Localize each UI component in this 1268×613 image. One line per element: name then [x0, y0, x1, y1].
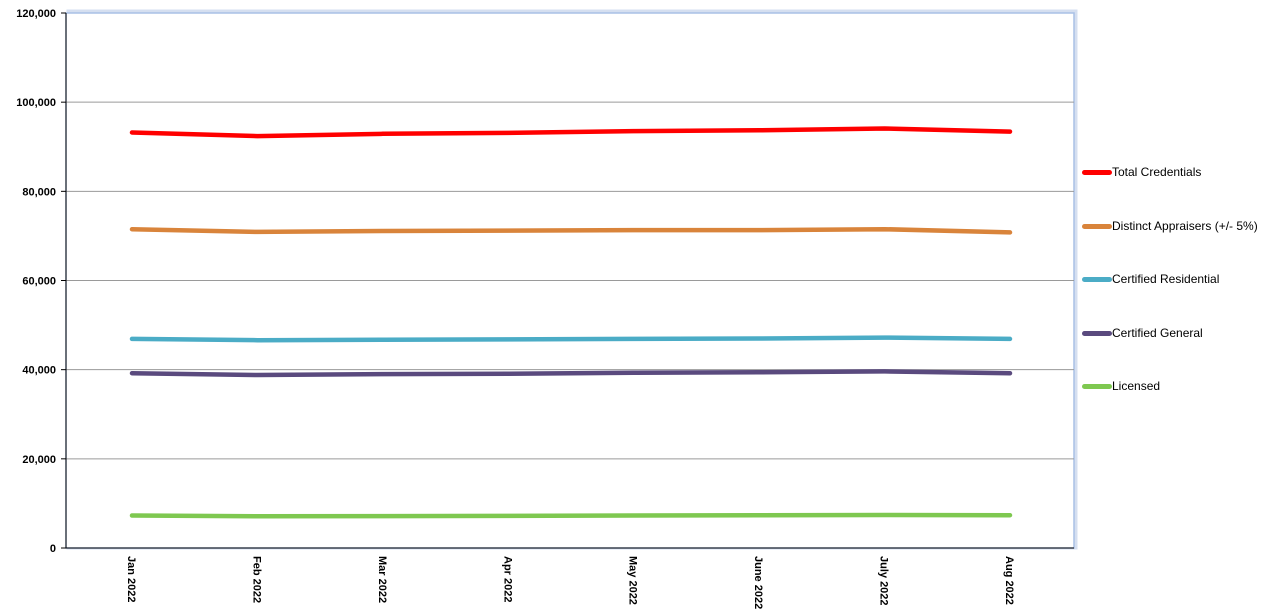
legend-swatch: [1082, 170, 1112, 175]
x-tick-label: Aug 2022: [1003, 556, 1015, 605]
legend-item-distinct-appraisers: Distinct Appraisers (+/- 5%): [1082, 219, 1268, 273]
legend-label: Total Credentials: [1112, 165, 1202, 179]
series-line-certified-general: [129, 369, 1013, 378]
y-axis: 0 20,000 40,000 60,000 80,000 100,000 120,000: [16, 8, 67, 555]
legend-swatch: [1082, 384, 1112, 389]
y-tick-label: 40,000: [22, 365, 56, 377]
series-line-total-credentials: [129, 126, 1013, 139]
x-tick-label: Apr 2022: [501, 556, 513, 602]
y-tick-label: 80,000: [22, 186, 56, 198]
y-tick-label: 20,000: [22, 454, 56, 466]
x-tick-label: Feb 2022: [250, 556, 262, 603]
plot-area: [65, 9, 1078, 550]
x-axis: Jan 2022 Feb 2022 Mar 2022 Apr 2022 May 2022…: [66, 547, 1074, 609]
y-tick-label: 120,000: [16, 8, 56, 20]
y-tick-label: 60,000: [22, 276, 56, 288]
series-line-distinct-appraisers-5: [129, 226, 1013, 235]
x-tick-label: Mar 2022: [376, 556, 388, 603]
legend-item-certified-residential: Certified Residential: [1082, 272, 1268, 326]
y-tick-label: 100,000: [16, 97, 56, 109]
legend-swatch: [1082, 223, 1112, 229]
series-line-certified-residential: [129, 335, 1013, 343]
y-tick-label: 0: [50, 543, 56, 555]
gridlines: [66, 101, 1074, 460]
legend-item-licensed: Licensed: [1082, 379, 1268, 433]
legend-swatch: [1082, 277, 1112, 282]
legend-label: Licensed: [1112, 379, 1161, 393]
series-line-licensed: [129, 512, 1013, 519]
legend: Total Credentials Distinct Appraisers (+…: [1082, 165, 1268, 433]
x-tick-label: July 2022: [878, 556, 890, 606]
x-tick-label: May 2022: [627, 556, 639, 605]
legend-label: Certified Residential: [1112, 272, 1220, 286]
x-tick-label: Jan 2022: [125, 556, 137, 602]
legend-item-total-credentials: Total Credentials: [1082, 165, 1268, 219]
legend-item-certified-general: Certified General: [1082, 326, 1268, 380]
x-tick-label: June 2022: [752, 556, 764, 609]
legend-label: Distinct Appraisers (+/- 5%): [1112, 218, 1258, 233]
series-lines: [129, 126, 1013, 519]
legend-swatch: [1082, 330, 1112, 336]
legend-label: Certified General: [1112, 325, 1203, 340]
